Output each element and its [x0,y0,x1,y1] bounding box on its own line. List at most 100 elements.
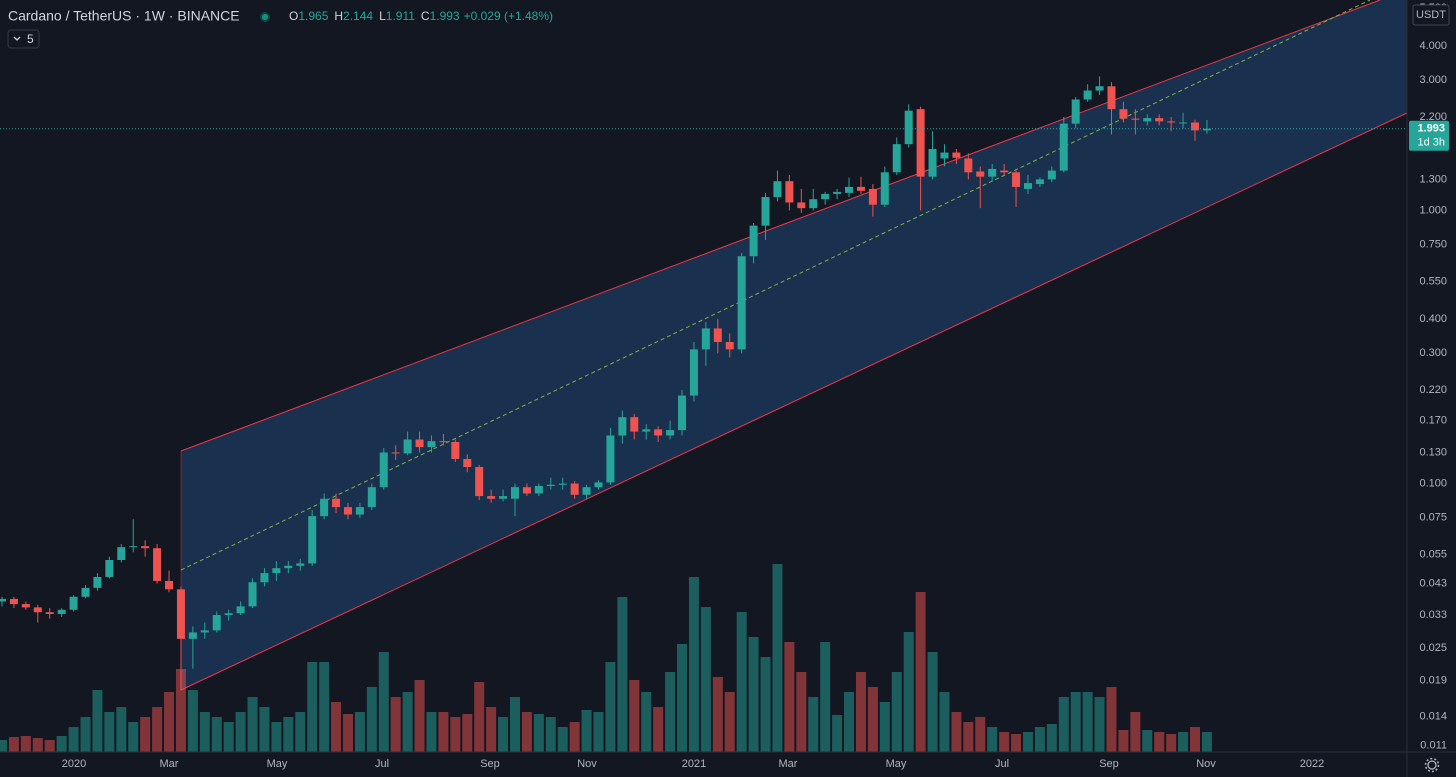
currency-box[interactable] [1412,4,1450,26]
candle-body [260,573,269,583]
volume-bar [199,712,210,752]
x-tick-label: Mar [779,758,798,770]
ohlc-label: O [289,9,298,23]
volume-bar [844,692,855,752]
volume-bar [402,692,413,752]
gear-ring [1427,760,1437,770]
candle-body [1083,90,1092,100]
volume-bar [1106,687,1117,752]
volume-bar [712,677,723,752]
volume-bar [1201,732,1212,752]
candle-body [1023,183,1032,189]
volume-bar [617,597,628,752]
volume-bar [1034,727,1045,752]
volume-bar [450,717,461,752]
volume-bar [92,690,103,752]
y-tick-label: 0.033 [1419,609,1447,621]
indicator-count: 5 [27,32,34,46]
candle-body [1047,170,1056,180]
ohlc-values: O1.965 H2.144 L1.911 C1.993 +0.029 (+1.48%) [289,9,553,23]
volume-bar [736,612,747,752]
volume-bar [498,717,509,752]
volume-bar [867,687,878,752]
y-tick-label: 0.100 [1419,477,1447,489]
volume-bar [665,672,676,752]
volume-bar [128,722,139,752]
x-tick-label: May [267,758,288,770]
volume-bar [784,642,795,752]
volume-bar [1082,692,1093,752]
candle-body [272,568,281,574]
candle-body [33,607,42,613]
volume-bar [1166,734,1177,752]
candle-layer [0,76,1211,691]
volume-bar [927,652,938,752]
y-tick-label: 0.014 [1419,711,1447,723]
candle-body [248,582,257,607]
candle-body [1179,122,1188,124]
volume-bar [1154,732,1165,752]
volume-bar [772,564,783,752]
candle-body [880,172,889,205]
volume-bar [748,637,759,752]
candle-body [153,548,162,581]
candle-body [1167,121,1176,123]
volume-bar [629,680,640,752]
candle-body [916,109,925,177]
time-axis: 2020 Mar May Jul Sep Nov 2021 Mar May Jul Sep Nov 20… [62,758,1324,770]
candle-body [367,487,376,508]
indicator-toggle[interactable] [7,29,40,49]
candle-body [546,484,555,486]
last-price: 1.993 1d 3h [0,120,1449,151]
candle-body [904,110,913,145]
y-tick-label: 1.300 [1419,173,1447,185]
volume-bar [247,697,258,752]
y-tick-label: 0.170 [1419,415,1447,427]
candle-body [749,225,758,257]
candle-body [534,485,543,494]
candle-body [1035,179,1044,185]
candle-body [415,439,424,448]
last-price-box [1409,120,1449,151]
candle-body [713,328,722,342]
volume-bar [152,707,163,752]
candle-body [176,589,185,639]
candle-body [1155,118,1164,122]
volume-bar [426,712,437,752]
candle-body [809,199,818,209]
candle-body [451,441,460,460]
candle-body [582,487,591,495]
candle-body [463,459,472,468]
volume-bar [820,642,831,752]
candle-body [1107,86,1116,110]
volume-bar [366,687,377,752]
candle-body [618,417,627,436]
candle-body [165,580,174,590]
volume-bar [414,680,425,752]
volume-bar [915,592,926,752]
candle-body [93,576,102,588]
candle-body [1131,118,1140,120]
volume-bar [378,652,389,752]
volume-bar [832,715,843,752]
ohlc-label: C [421,9,430,23]
volume-bar [438,712,449,752]
y-tick-label: 0.055 [1419,548,1447,560]
candle-body [343,507,352,515]
candle-body [212,615,221,631]
candle-body [606,435,615,483]
y-tick-label: 0.130 [1419,446,1447,458]
channel-upper [180,0,1381,452]
ohlc-value: 1.965 [298,9,328,23]
candle-body [797,202,806,209]
volume-bar [533,714,544,752]
volume-bar [1190,727,1200,752]
y-tick-label: 0.043 [1419,578,1447,590]
volume-bar [521,712,532,752]
candle-body [761,197,770,226]
volume-bar [390,697,401,752]
candle-body [57,609,66,614]
volume-layer [0,564,1212,752]
volume-bar [724,692,735,752]
settings-icon[interactable] [1424,757,1440,773]
